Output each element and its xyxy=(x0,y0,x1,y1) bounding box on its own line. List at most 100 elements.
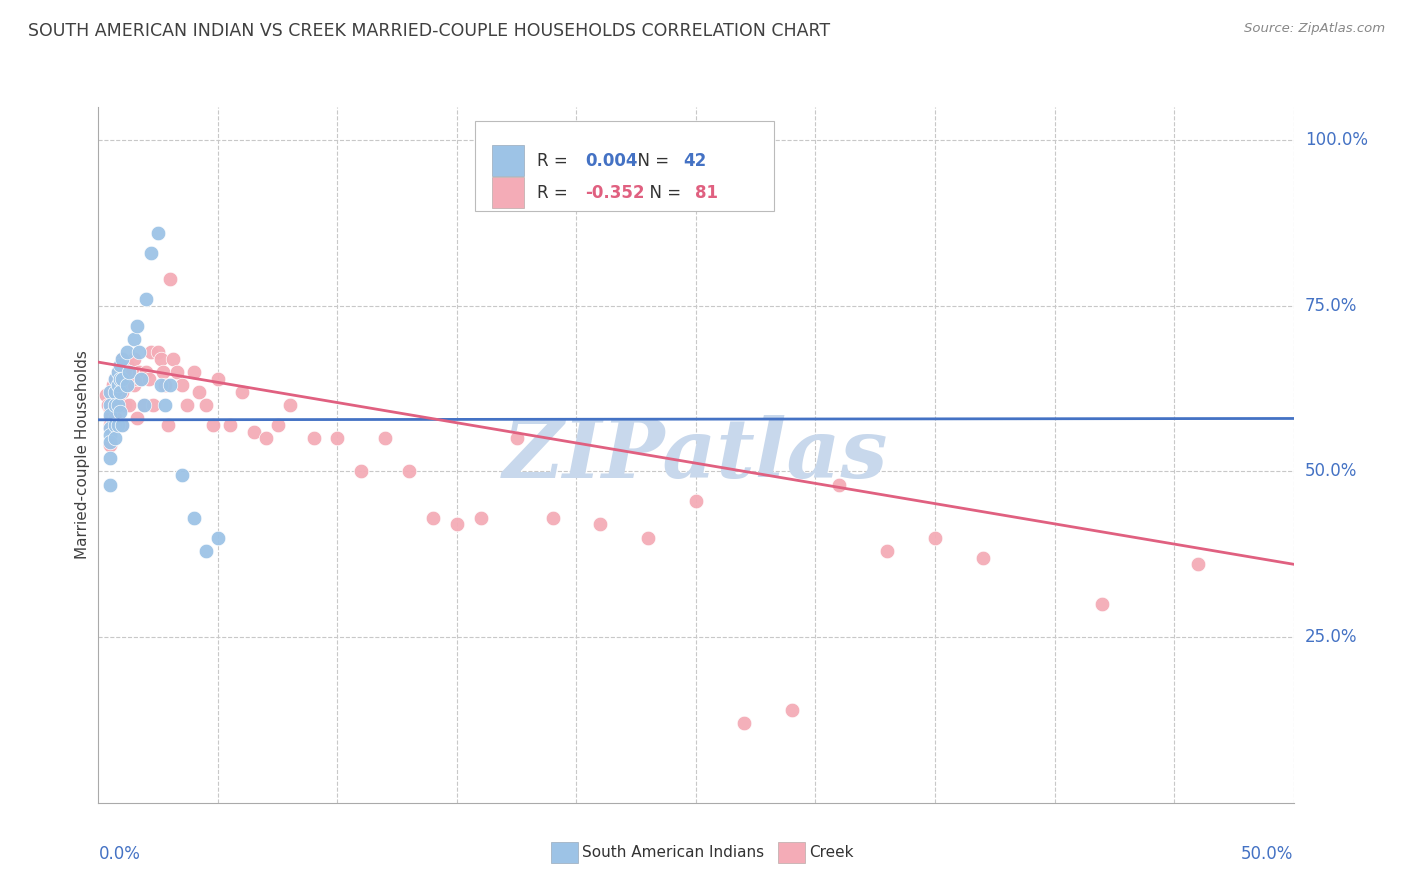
Point xyxy=(98,421,122,435)
Point xyxy=(107,365,129,379)
Point xyxy=(132,398,155,412)
Point xyxy=(194,398,217,412)
Point xyxy=(506,431,529,445)
Text: -0.352: -0.352 xyxy=(585,184,644,202)
Point xyxy=(207,372,229,386)
Text: Creek: Creek xyxy=(810,845,853,860)
Point xyxy=(148,226,170,240)
FancyBboxPatch shape xyxy=(492,145,524,176)
Text: 100.0%: 100.0% xyxy=(1305,131,1368,149)
Text: 0.004: 0.004 xyxy=(585,152,637,169)
Point xyxy=(98,428,122,442)
Point xyxy=(124,332,146,346)
Point xyxy=(111,372,134,386)
Point xyxy=(98,384,122,399)
Point xyxy=(637,531,659,545)
Point xyxy=(98,401,122,416)
FancyBboxPatch shape xyxy=(475,121,773,211)
Point xyxy=(107,398,129,412)
Point xyxy=(128,365,150,379)
Point xyxy=(374,431,396,445)
Text: ZIPatlas: ZIPatlas xyxy=(503,415,889,495)
Point xyxy=(114,365,136,379)
Point xyxy=(104,418,127,433)
Point xyxy=(231,384,253,399)
Point xyxy=(104,384,127,399)
Point xyxy=(107,418,129,433)
Point xyxy=(398,465,420,479)
Point xyxy=(98,421,122,435)
Point xyxy=(108,398,131,412)
Point xyxy=(780,703,803,717)
Point xyxy=(111,351,134,366)
Point xyxy=(115,378,138,392)
Point xyxy=(128,345,150,359)
Point xyxy=(155,398,177,412)
Point xyxy=(219,418,242,433)
Point xyxy=(172,378,194,392)
Point xyxy=(470,511,492,525)
Point xyxy=(828,477,851,491)
Point xyxy=(350,465,373,479)
Point xyxy=(972,550,994,565)
Point xyxy=(125,318,148,333)
Point xyxy=(541,511,564,525)
Point xyxy=(166,365,188,379)
Point xyxy=(139,245,162,260)
Point xyxy=(243,425,266,439)
Point xyxy=(149,351,172,366)
Point xyxy=(98,434,122,449)
Point xyxy=(159,272,181,286)
Point xyxy=(107,418,129,433)
Point xyxy=(125,411,148,425)
Point xyxy=(446,517,468,532)
Point xyxy=(125,372,148,386)
Point xyxy=(94,388,117,402)
Point xyxy=(172,467,194,482)
Point xyxy=(135,365,157,379)
Point xyxy=(254,431,277,445)
Point xyxy=(589,517,612,532)
Text: 75.0%: 75.0% xyxy=(1305,297,1357,315)
Text: 81: 81 xyxy=(695,184,718,202)
Point xyxy=(118,398,141,412)
Point xyxy=(202,418,225,433)
Point xyxy=(278,398,301,412)
Point xyxy=(98,411,122,425)
Point xyxy=(924,531,946,545)
Point xyxy=(108,405,131,419)
Point xyxy=(138,372,160,386)
Point xyxy=(97,398,120,412)
Point xyxy=(876,544,898,558)
Point xyxy=(111,351,134,366)
Point xyxy=(101,378,124,392)
Point xyxy=(118,365,141,379)
Point xyxy=(156,418,179,433)
Point xyxy=(124,351,146,366)
Point xyxy=(108,359,131,373)
Text: N =: N = xyxy=(638,184,686,202)
Point xyxy=(152,365,174,379)
Point xyxy=(107,365,129,379)
Text: 50.0%: 50.0% xyxy=(1241,845,1294,863)
Point xyxy=(104,372,127,386)
Point xyxy=(135,292,157,306)
Text: 25.0%: 25.0% xyxy=(1305,628,1357,646)
Point xyxy=(115,345,138,359)
Point xyxy=(685,494,707,508)
Point xyxy=(98,418,122,433)
Point xyxy=(131,372,153,386)
Text: SOUTH AMERICAN INDIAN VS CREEK MARRIED-COUPLE HOUSEHOLDS CORRELATION CHART: SOUTH AMERICAN INDIAN VS CREEK MARRIED-C… xyxy=(28,22,831,40)
Point xyxy=(162,351,184,366)
Point xyxy=(115,378,138,392)
Point xyxy=(149,378,172,392)
Point xyxy=(131,372,153,386)
Text: R =: R = xyxy=(537,152,574,169)
Y-axis label: Married-couple Households: Married-couple Households xyxy=(75,351,90,559)
Point xyxy=(98,477,122,491)
Point xyxy=(111,418,134,433)
Point xyxy=(107,378,129,392)
Point xyxy=(98,451,122,466)
Point xyxy=(98,408,122,422)
Text: Source: ZipAtlas.com: Source: ZipAtlas.com xyxy=(1244,22,1385,36)
